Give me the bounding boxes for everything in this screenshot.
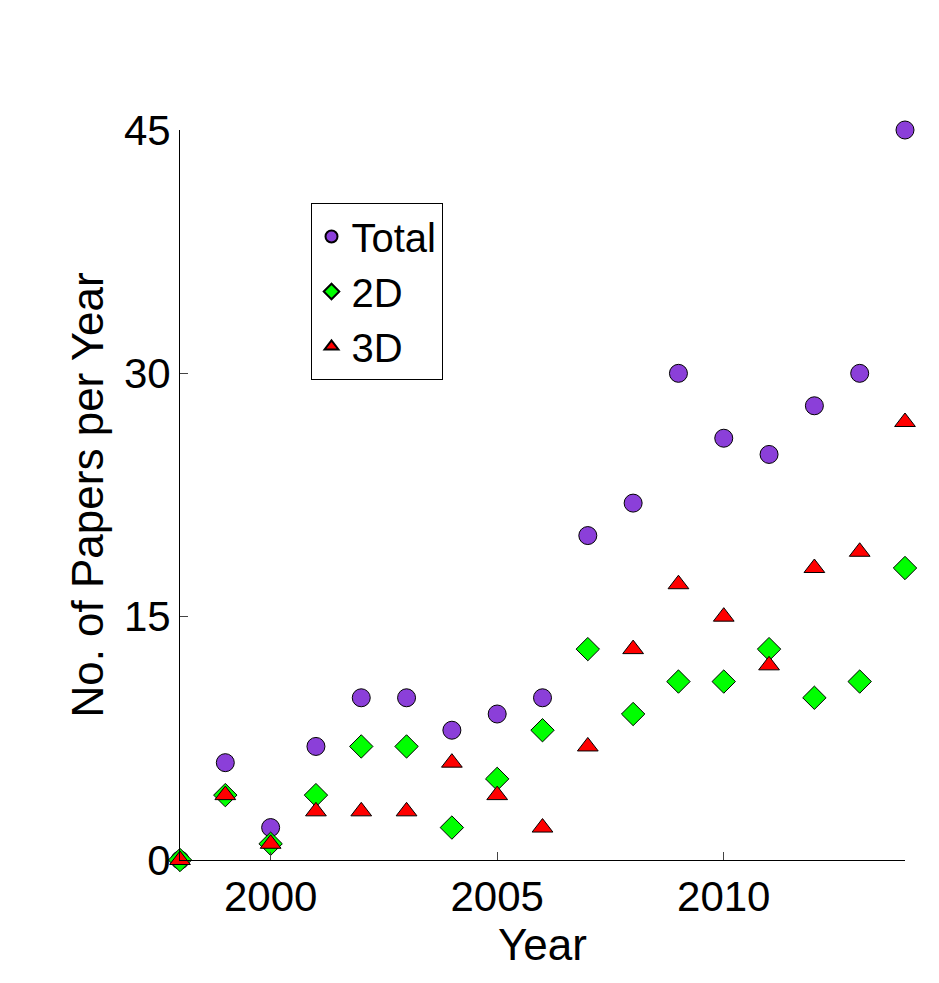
svg-text:3D: 3D: [352, 326, 403, 370]
svg-text:Year: Year: [498, 920, 587, 969]
svg-text:15: 15: [124, 593, 171, 640]
svg-text:Total: Total: [352, 216, 437, 260]
svg-text:No. of Papers per Year: No. of Papers per Year: [63, 272, 112, 717]
svg-text:2005: 2005: [450, 873, 543, 920]
svg-text:30: 30: [124, 350, 171, 397]
svg-text:2010: 2010: [677, 873, 770, 920]
svg-text:2000: 2000: [224, 873, 317, 920]
svg-text:45: 45: [124, 107, 171, 154]
svg-text:2D: 2D: [352, 271, 403, 315]
svg-text:0: 0: [147, 837, 170, 884]
